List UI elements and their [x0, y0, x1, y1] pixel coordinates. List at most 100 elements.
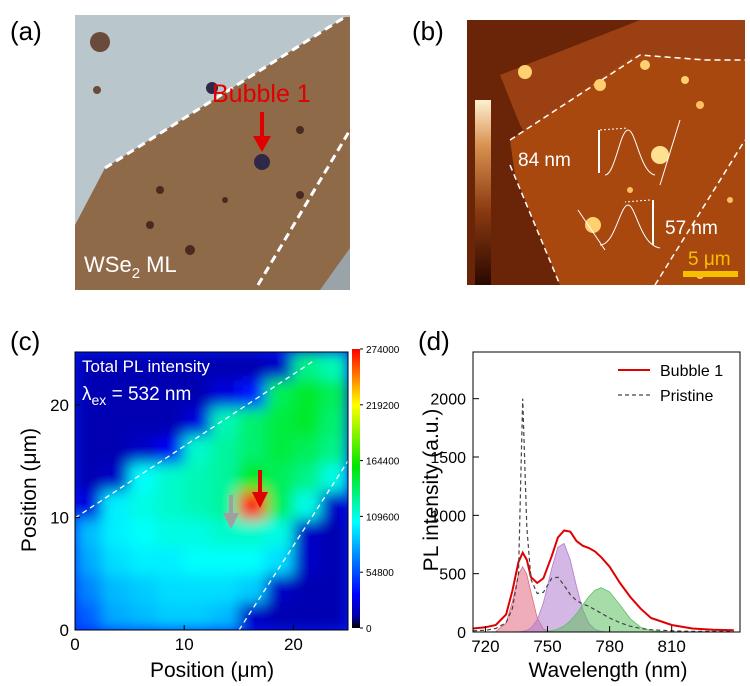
heatmap-cell: [320, 379, 348, 408]
caption-sub: 2: [132, 265, 140, 282]
heatmap-cell: [293, 379, 321, 408]
heatmap-cell: [102, 518, 130, 547]
y-tick-label: 0: [457, 625, 466, 642]
heatmap-cell: [266, 518, 294, 547]
heatmap-cell: [184, 602, 212, 631]
page: (a) Bubble 1 WSe2 ML (b): [0, 0, 750, 686]
heatmap-cell: [238, 518, 266, 547]
heatmap-cell: [266, 407, 294, 436]
heatmap-cell: [156, 518, 184, 547]
line-plot: Bubble 1 Pristine: [473, 363, 734, 632]
x-tick-label: 0: [70, 635, 79, 654]
heatmap-cell: [75, 574, 103, 603]
heatmap-cell: [156, 546, 184, 575]
annotation: Total PL intensity: [82, 357, 210, 376]
heatmap-cell: [184, 574, 212, 603]
colorbar: [352, 349, 360, 628]
caption-main: WSe: [84, 252, 132, 277]
heatmap-cell: [320, 352, 348, 381]
heatmap-cell: [238, 602, 266, 631]
colorbar-tick-label: 0: [366, 624, 372, 635]
legend-label: Bubble 1: [660, 363, 723, 380]
heatmap-cell: [293, 491, 321, 520]
heatmap-cell: [266, 352, 294, 381]
heatmap-cell: [156, 491, 184, 520]
heatmap-cell: [320, 518, 348, 547]
heatmap-cell: [238, 352, 266, 381]
x-axis-label: Wavelength (nm): [528, 659, 687, 682]
heatmap-cell: [75, 435, 103, 464]
heatmap-cell: [266, 491, 294, 520]
heatmap-cell: [266, 435, 294, 464]
heatmap-cell: [293, 546, 321, 575]
y-tick-label: 0: [60, 621, 69, 640]
heatmap-cell: [102, 574, 130, 603]
x-axis-label: Position (μm): [150, 659, 274, 682]
heatmap-cell: [156, 435, 184, 464]
scale-bar-label: 5 μm: [688, 249, 731, 270]
heatmap-cell: [293, 574, 321, 603]
y-tick-label: 1000: [430, 508, 466, 525]
heatmap-cell: [102, 546, 130, 575]
heatmap-cell: [129, 546, 157, 575]
symbol: λ: [82, 384, 92, 405]
heatmap-cell: [211, 463, 239, 492]
panel-label: (b): [412, 16, 444, 46]
y-tick-label: 10: [50, 508, 69, 527]
x-tick-label: 20: [284, 635, 303, 654]
heatmap-cell: [129, 518, 157, 547]
heatmap-cell: [293, 518, 321, 547]
heatmap-cell: [266, 463, 294, 492]
heatmap-cell: [75, 407, 103, 436]
optical-image: [75, 15, 350, 290]
subscript: ex: [92, 392, 107, 408]
heatmap-cell: [320, 602, 348, 631]
height-label: 84 nm: [518, 150, 571, 171]
heatmap-cell: [75, 546, 103, 575]
figure: (a) Bubble 1 WSe2 ML (b): [0, 0, 750, 686]
heatmap-cell: [184, 407, 212, 436]
heatmap-cell: [129, 435, 157, 464]
panel-label: (c): [10, 326, 40, 356]
legend-label: Pristine: [660, 388, 713, 405]
x-tick-label: 10: [175, 635, 194, 654]
heatmap-cell: [75, 463, 103, 492]
heatmap-cell: [211, 518, 239, 547]
x-tick-label: 780: [595, 637, 623, 656]
caption-tail: ML: [140, 252, 177, 277]
heatmap-cell: [156, 574, 184, 603]
heatmap-cell: [75, 518, 103, 547]
x-tick-label: 750: [533, 637, 561, 656]
heatmap-cell: [211, 602, 239, 631]
panel-label: (d): [418, 326, 450, 356]
x-tick-label: 720: [471, 637, 499, 656]
height-label: 57 nm: [665, 218, 718, 239]
afm-image: [467, 20, 745, 285]
annotation-tail: = 532 nm: [106, 384, 191, 405]
heatmap-cell: [102, 435, 130, 464]
heatmap-cell: [293, 435, 321, 464]
heatmap-cell: [238, 574, 266, 603]
heatmap-cell: [184, 546, 212, 575]
heatmap-cell: [129, 407, 157, 436]
heatmap-cell: [238, 463, 266, 492]
y-tick-label: 1500: [430, 450, 466, 467]
heatmap-cell: [184, 435, 212, 464]
colorbar-tick-label: 219200: [366, 401, 400, 412]
heatmap-cell: [211, 407, 239, 436]
heatmap-cell: [320, 463, 348, 492]
y-axis-label: PL intensity (a.u.): [420, 409, 443, 572]
heatmap-cell: [184, 463, 212, 492]
heatmap-cell: [266, 602, 294, 631]
heatmap-cell: [211, 574, 239, 603]
heatmap-cell: [211, 352, 239, 381]
heatmap-cell: [320, 546, 348, 575]
heatmap-cell: [156, 602, 184, 631]
heatmap-cell: [238, 435, 266, 464]
heatmap-cell: [102, 491, 130, 520]
y-tick-label: 500: [439, 567, 466, 584]
colorbar-tick-label: 274000: [366, 345, 400, 356]
heatmap-cell: [129, 602, 157, 631]
heatmap-cell: [102, 463, 130, 492]
heatmap-cell: [184, 491, 212, 520]
